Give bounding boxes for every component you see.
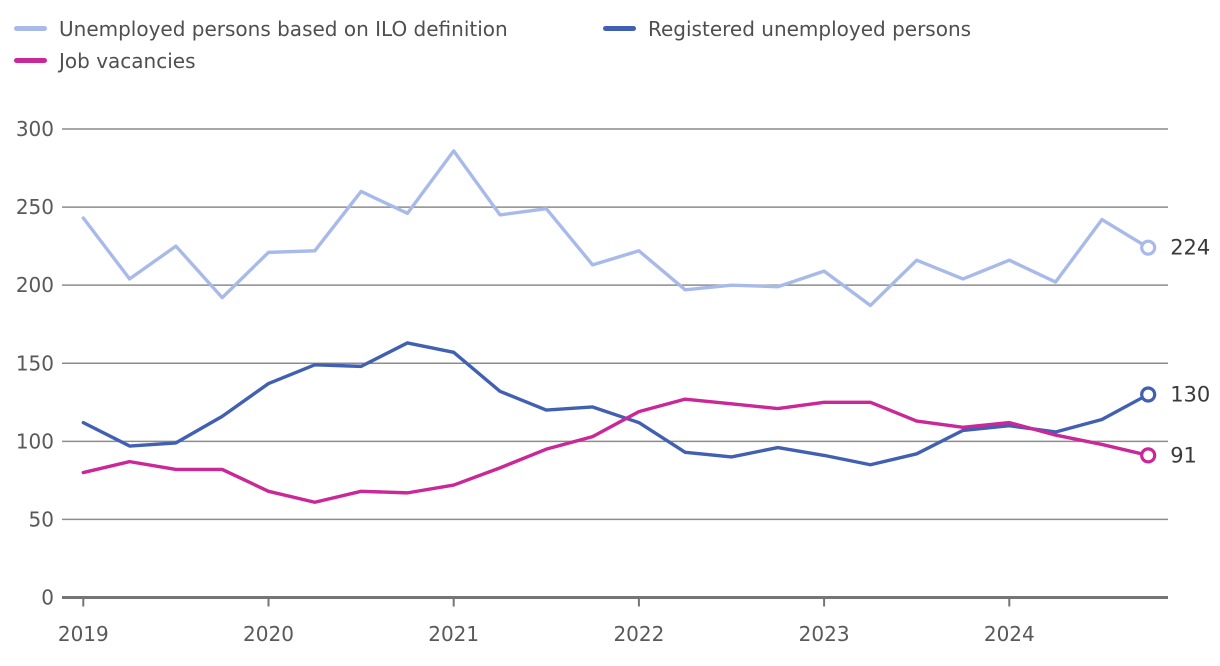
y-tick-label: 50: [29, 507, 54, 531]
legend-item-registered-unemployed[interactable]: Registered unemployed persons: [603, 13, 971, 44]
legend-item-job-vacancies[interactable]: Job vacancies: [14, 45, 195, 76]
y-tick-label: 100: [16, 429, 54, 453]
legend-swatch-registered-unemployed: [603, 26, 636, 31]
legend-item-ilo-unemployed[interactable]: Unemployed persons based on ILO definiti…: [14, 13, 603, 44]
y-tick-label: 300: [16, 117, 54, 141]
legend-label-job-vacancies: Job vacancies: [59, 48, 196, 73]
end-marker-registered-unemployed[interactable]: [1140, 386, 1157, 403]
chart-legend: Unemployed persons based on ILO definiti…: [14, 13, 1034, 76]
x-tick-label: 2023: [799, 622, 850, 646]
y-tick-label: 200: [16, 273, 54, 297]
end-value-label-ilo-unemployed: 224: [1170, 236, 1210, 260]
y-tick-label: 0: [41, 586, 54, 610]
legend-label-registered-unemployed: Registered unemployed persons: [648, 16, 972, 41]
legend-swatch-ilo-unemployed: [14, 26, 47, 31]
end-marker-job-vacancies[interactable]: [1140, 447, 1157, 464]
legend-swatch-job-vacancies: [14, 58, 47, 63]
x-tick-label: 2019: [58, 622, 109, 646]
x-tick-label: 2022: [613, 622, 664, 646]
end-value-label-registered-unemployed: 130: [1170, 382, 1210, 406]
series-line-ilo-unemployed[interactable]: [81, 149, 1150, 308]
x-tick-label: 2020: [243, 622, 294, 646]
x-tick-label: 2024: [984, 622, 1035, 646]
x-tick-label: 2021: [428, 622, 479, 646]
y-tick-label: 250: [16, 195, 54, 219]
series-line-job-vacancies[interactable]: [81, 397, 1150, 504]
y-tick-label: 150: [16, 351, 54, 375]
end-marker-ilo-unemployed[interactable]: [1140, 239, 1157, 256]
legend-label-ilo-unemployed: Unemployed persons based on ILO definiti…: [59, 16, 508, 41]
series-line-registered-unemployed[interactable]: [81, 341, 1150, 467]
end-value-label-job-vacancies: 91: [1170, 443, 1197, 467]
